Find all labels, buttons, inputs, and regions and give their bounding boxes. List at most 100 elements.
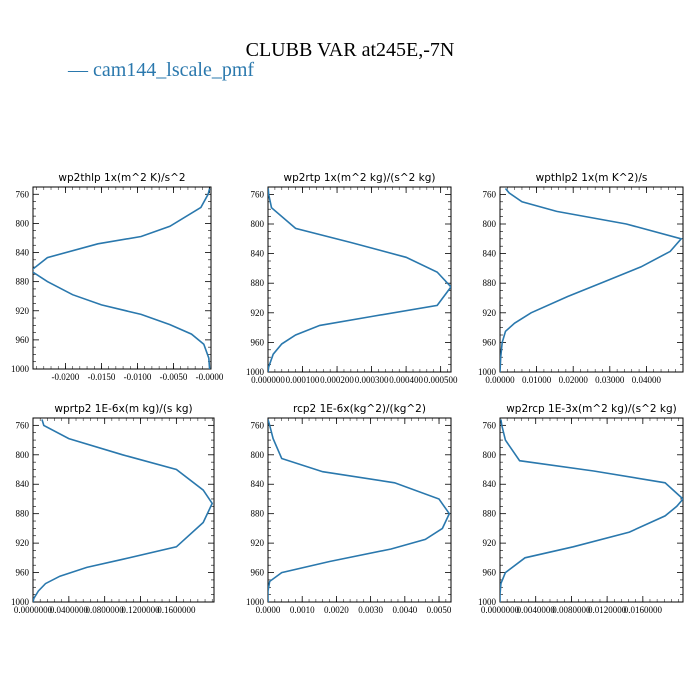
y-tick-label: 760 bbox=[483, 420, 497, 430]
series-line bbox=[33, 188, 211, 369]
x-tick-label: -0.0100 bbox=[124, 372, 152, 382]
plot-frame bbox=[267, 186, 452, 373]
y-tick-label: 1000 bbox=[246, 367, 265, 377]
panel-1: wp2thlp 1x(m^2 K)/s^2 760 800 840 880 920 960 1… bbox=[11, 172, 224, 382]
x-tick-label: 0.000200 bbox=[320, 375, 354, 385]
plot-frame bbox=[267, 417, 452, 603]
y-tick-label: 1000 bbox=[11, 597, 30, 607]
x-tick-label: -0.0000 bbox=[196, 372, 224, 382]
y-tick-label: 960 bbox=[483, 568, 497, 578]
y-tick-label: 880 bbox=[16, 277, 30, 287]
x-tick-label: 0.0120000 bbox=[588, 605, 627, 615]
y-tick-label: 800 bbox=[16, 218, 30, 228]
x-tick-label: 0.000300 bbox=[355, 375, 389, 385]
x-tick-label: 0.02000 bbox=[559, 375, 589, 385]
x-tick-label: 0.01000 bbox=[522, 375, 552, 385]
x-tick-label: 0.000100 bbox=[286, 375, 320, 385]
y-tick-label: 840 bbox=[251, 249, 265, 259]
x-tick-label: 0.0030 bbox=[358, 605, 383, 615]
y-tick-label: 1000 bbox=[478, 367, 497, 377]
plot-frame bbox=[499, 186, 684, 373]
y-tick-label: 960 bbox=[251, 568, 265, 578]
x-tick-label: 0.0400000 bbox=[50, 605, 89, 615]
y-tick-label: 920 bbox=[483, 308, 497, 318]
y-tick-label: 840 bbox=[483, 249, 497, 259]
panel-title: rcp2 1E-6x(kg^2)/(kg^2) bbox=[293, 403, 426, 415]
y-tick-label: 1000 bbox=[478, 597, 497, 607]
y-tick-label: 840 bbox=[251, 479, 265, 489]
y-tick-label: 760 bbox=[16, 420, 30, 430]
y-tick-label: 920 bbox=[251, 308, 265, 318]
x-tick-label: 0.0000000 bbox=[14, 605, 53, 615]
panel-title: wp2rcp 1E-3x(m^2 kg)/(s^2 kg) bbox=[506, 403, 677, 415]
x-tick-label: 0.000000 bbox=[251, 375, 285, 385]
x-tick-label: -0.0050 bbox=[160, 372, 188, 382]
x-tick-label: 0.0010 bbox=[290, 605, 315, 615]
x-tick-label: 0.04000 bbox=[632, 375, 662, 385]
x-tick-label: 0.000500 bbox=[424, 375, 458, 385]
y-tick-label: 760 bbox=[16, 189, 30, 199]
series-line bbox=[268, 188, 451, 372]
x-tick-label: -0.0150 bbox=[88, 372, 116, 382]
y-tick-label: 840 bbox=[16, 479, 30, 489]
panel-title: wp2thlp 1x(m^2 K)/s^2 bbox=[58, 172, 185, 184]
figure-title: CLUBB VAR at245E,-7N bbox=[246, 39, 455, 61]
x-tick-label: 0.0800000 bbox=[86, 605, 125, 615]
y-tick-label: 840 bbox=[16, 248, 30, 258]
legend-entry: — cam144_lscale_pmf bbox=[67, 59, 254, 81]
y-tick-label: 960 bbox=[16, 568, 30, 578]
y-tick-label: 880 bbox=[483, 509, 497, 519]
legend-label: cam144_lscale_pmf bbox=[93, 59, 254, 81]
y-tick-label: 840 bbox=[483, 479, 497, 489]
y-tick-label: 920 bbox=[16, 538, 30, 548]
x-tick-label: 0.0040 bbox=[392, 605, 417, 615]
x-tick-label: 0.0020 bbox=[324, 605, 349, 615]
y-tick-label: 920 bbox=[251, 538, 265, 548]
panel-6: wp2rcp 1E-3x(m^2 kg)/(s^2 kg) 760 800 840 88… bbox=[478, 403, 684, 615]
panel-title: wprtp2 1E-6x(m kg)/(s kg) bbox=[54, 403, 192, 415]
plot-frame bbox=[32, 186, 212, 370]
y-tick-label: 960 bbox=[16, 335, 30, 345]
x-tick-label: 0.0080000 bbox=[552, 605, 591, 615]
panels: wp2thlp 1x(m^2 K)/s^2 760 800 840 880 920 960 1… bbox=[11, 172, 684, 615]
panel-title: wp2rtp 1x(m^2 kg)/(s^2 kg) bbox=[283, 172, 435, 184]
plot-frame bbox=[32, 417, 215, 603]
series-line bbox=[500, 187, 683, 372]
x-tick-label: 0.0160000 bbox=[624, 605, 663, 615]
x-tick-label: 0.00000 bbox=[485, 375, 515, 385]
x-tick-label: 0.0000000 bbox=[481, 605, 520, 615]
y-tick-label: 880 bbox=[251, 509, 265, 519]
y-tick-label: 1000 bbox=[11, 364, 30, 374]
y-tick-label: 800 bbox=[483, 219, 497, 229]
legend-dash: — bbox=[67, 59, 93, 81]
panel-5: rcp2 1E-6x(kg^2)/(kg^2) 760 800 840 880 920 96… bbox=[246, 403, 452, 615]
series-line bbox=[268, 419, 451, 602]
y-tick-label: 1000 bbox=[246, 597, 265, 607]
legend: — cam144_lscale_pmf bbox=[67, 59, 254, 81]
x-tick-label: 0.000400 bbox=[389, 375, 423, 385]
x-tick-label: 0.0040000 bbox=[517, 605, 556, 615]
x-tick-label: 0.03000 bbox=[595, 375, 625, 385]
series-line bbox=[500, 419, 683, 602]
y-tick-label: 760 bbox=[251, 420, 265, 430]
y-tick-label: 880 bbox=[251, 278, 265, 288]
y-tick-label: 800 bbox=[483, 450, 497, 460]
panel-2: wp2rtp 1x(m^2 kg)/(s^2 kg) 760 800 840 880 92… bbox=[246, 172, 458, 385]
y-tick-label: 800 bbox=[251, 450, 265, 460]
panel-3: wpthlp2 1x(m K^2)/s 760 800 840 880 920 960 100… bbox=[478, 172, 684, 385]
panel-4: wprtp2 1E-6x(m kg)/(s kg) 760 800 840 880 920… bbox=[11, 403, 215, 615]
y-tick-label: 880 bbox=[483, 278, 497, 288]
x-tick-label: 0.1600000 bbox=[157, 605, 196, 615]
x-tick-label: 0.0050 bbox=[427, 605, 452, 615]
y-tick-label: 920 bbox=[483, 538, 497, 548]
y-tick-label: 800 bbox=[251, 219, 265, 229]
panel-title: wpthlp2 1x(m K^2)/s bbox=[536, 172, 648, 184]
series-line bbox=[33, 419, 214, 602]
y-tick-label: 960 bbox=[483, 337, 497, 347]
plot-frame bbox=[499, 417, 684, 603]
y-tick-label: 920 bbox=[16, 306, 30, 316]
x-tick-label: -0.0200 bbox=[52, 372, 80, 382]
x-tick-label: 0.0000 bbox=[256, 605, 281, 615]
x-tick-label: 0.1200000 bbox=[121, 605, 160, 615]
